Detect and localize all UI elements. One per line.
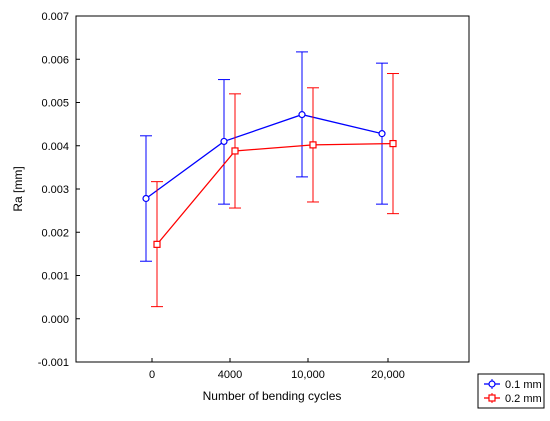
x-axis: 0 4000 10,000 20,000	[149, 358, 405, 381]
legend-item: 0.1 mm	[484, 379, 542, 391]
legend-marker	[488, 394, 496, 402]
plot-area	[75, 15, 470, 363]
legend-marker	[488, 380, 496, 388]
data-point	[142, 194, 150, 203]
y-tick-label: 0.004	[41, 141, 69, 153]
data-point	[231, 147, 239, 155]
legend-items: 0.1 mm 0.2 mm	[484, 379, 542, 405]
legend-box	[477, 373, 545, 409]
x-tick-label: 4000	[218, 369, 242, 381]
series-line	[156, 142, 394, 245]
data-point	[153, 240, 161, 248]
data-point	[220, 137, 228, 146]
data-point	[309, 141, 317, 149]
legend-label: 0.1 mm	[505, 379, 542, 391]
legend: 0.1 mm 0.2 mm	[477, 373, 545, 409]
y-axis-title: Ra [mm]	[11, 166, 25, 211]
y-tick-label: 0.001	[41, 271, 69, 283]
series-line	[145, 113, 383, 200]
legend-label: 0.2 mm	[505, 393, 542, 405]
y-tick-label: 0.002	[41, 227, 69, 239]
legend-item: 0.2 mm	[484, 393, 542, 405]
data-point	[378, 130, 386, 138]
x-axis-title: Number of bending cycles	[203, 389, 342, 403]
series-2	[151, 73, 399, 308]
y-tick-label: 0.003	[41, 184, 69, 196]
x-tick-label: 0	[149, 369, 155, 381]
y-tick-label: 0.000	[41, 314, 69, 326]
x-tick-label: 20,000	[371, 369, 405, 381]
y-tick-label: 0.005	[41, 98, 69, 110]
y-tick-label: 0.006	[41, 54, 69, 66]
y-tick-label: -0.001	[38, 357, 69, 369]
x-tick-label: 10,000	[291, 369, 325, 381]
series-1	[140, 51, 388, 262]
data-point	[298, 111, 306, 119]
y-tick-label: 0.007	[41, 11, 69, 23]
data-point	[389, 139, 397, 148]
series-layer	[140, 51, 399, 308]
y-axis: 0.007 0.006 0.005 0.004 0.003 0.002 0.001 0.000…	[38, 11, 80, 369]
